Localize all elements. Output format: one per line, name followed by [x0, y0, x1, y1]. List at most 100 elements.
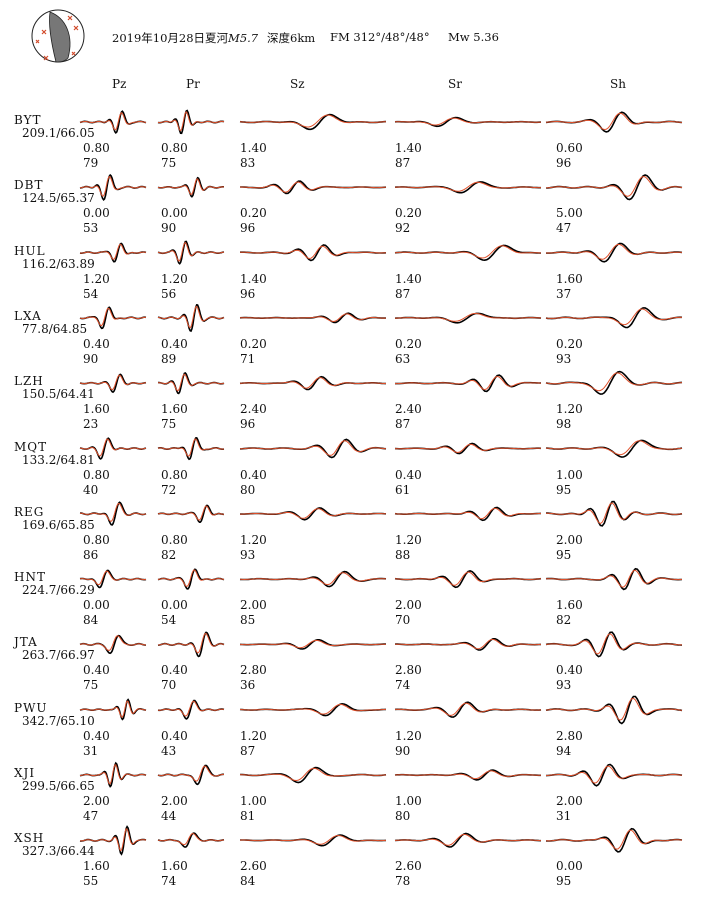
time-shift-jta-sr: 2.80: [395, 663, 422, 678]
correlation-lzh-pz: 23: [83, 417, 99, 432]
synthetic-waveform-lxa-pz: [79, 307, 147, 326]
correlation-dbt-sz: 96: [240, 221, 256, 236]
synthetic-waveform-xsh-sr: [394, 833, 542, 846]
synthetic-waveform-xsh-sh: [545, 829, 683, 850]
time-shift-byt-pz: 0.80: [83, 141, 110, 155]
correlation-xsh-sz: 84: [240, 874, 256, 889]
correlation-reg-pz: 86: [83, 547, 99, 562]
correlation-byt-pz: 79: [83, 156, 99, 170]
station-distance-azimuth-xsh: 327.3/66.44: [22, 844, 95, 859]
correlation-reg-sr: 88: [395, 547, 411, 562]
synthetic-waveform-lzh-sh: [545, 372, 683, 392]
station-name-lxa: LXA: [14, 308, 42, 323]
moment-magnitude-label: Mw 5.36: [448, 30, 499, 44]
time-shift-xji-sz: 1.00: [240, 794, 267, 808]
time-shift-lxa-pz: 0.40: [83, 336, 110, 351]
synthetic-waveform-mqt-sz: [239, 440, 387, 456]
correlation-hul-sz: 96: [240, 286, 256, 301]
synthetic-waveform-lzh-sr: [394, 375, 542, 391]
station-name-xsh: XSH: [14, 831, 45, 846]
time-shift-pwu-sz: 1.20: [240, 728, 267, 743]
synthetic-waveform-hul-sh: [546, 243, 683, 260]
correlation-mqt-sr: 61: [395, 482, 411, 497]
time-shift-xsh-sr: 2.60: [395, 859, 422, 874]
station-name-xji: XJI: [14, 766, 36, 780]
synthetic-waveform-dbt-sz: [239, 181, 387, 193]
correlation-xji-sr: 80: [395, 809, 411, 823]
time-shift-pwu-pz: 0.40: [83, 728, 110, 743]
time-shift-lzh-pz: 1.60: [83, 402, 110, 417]
time-shift-byt-pr: 0.80: [161, 141, 188, 155]
synthetic-waveform-hnt-sr: [394, 571, 542, 586]
synthetic-waveform-xji-sr: [394, 770, 541, 780]
synthetic-waveform-hnt-sz: [239, 572, 387, 586]
time-shift-lzh-pr: 1.60: [161, 402, 188, 417]
time-shift-dbt-sr: 0.20: [395, 206, 422, 221]
correlation-lxa-sz: 71: [240, 351, 256, 366]
synthetic-waveform-xsh-sz: [239, 834, 387, 845]
time-shift-hnt-pz: 0.00: [83, 598, 110, 613]
synthetic-waveform-xsh-pz: [79, 828, 147, 852]
synthetic-waveform-jta-pr: [158, 632, 225, 654]
synthetic-waveform-pwu-sr: [395, 702, 542, 716]
synthetic-waveform-byt-sz: [239, 114, 387, 128]
time-shift-reg-sr: 1.20: [395, 532, 422, 547]
synthetic-waveform-pwu-sh: [545, 697, 683, 721]
correlation-lzh-sz: 96: [240, 417, 256, 432]
time-shift-lxa-sz: 0.20: [240, 336, 267, 351]
synthetic-waveform-jta-sr: [394, 638, 542, 650]
time-shift-lzh-sz: 2.40: [240, 402, 267, 417]
synthetic-waveform-xji-sz: [239, 767, 387, 782]
station-distance-azimuth-mqt: 133.2/64.81: [22, 452, 95, 467]
station-distance-azimuth-lxa: 77.8/64.85: [22, 321, 88, 336]
synthetic-waveform-lzh-pz: [79, 374, 146, 391]
correlation-xji-pr: 44: [161, 809, 177, 823]
correlation-pwu-sr: 90: [395, 743, 411, 758]
time-shift-jta-pz: 0.40: [83, 663, 110, 678]
time-shift-reg-pz: 0.80: [83, 532, 110, 547]
synthetic-waveform-dbt-sh: [545, 175, 683, 197]
correlation-pwu-pz: 31: [83, 743, 99, 758]
correlation-hnt-pr: 54: [161, 613, 177, 628]
time-shift-jta-sh: 0.40: [556, 663, 583, 678]
station-distance-azimuth-byt: 209.1/66.05: [22, 126, 95, 140]
station-distance-azimuth-lzh: 150.5/64.41: [22, 387, 95, 402]
time-shift-reg-sh: 2.00: [556, 532, 583, 547]
time-shift-mqt-sz: 0.40: [240, 467, 267, 482]
synthetic-waveform-jta-sh: [545, 633, 682, 655]
correlation-lxa-sh: 93: [556, 351, 572, 366]
correlation-hnt-sh: 82: [556, 613, 572, 628]
time-shift-lxa-sh: 0.20: [556, 336, 583, 351]
correlation-mqt-pr: 72: [161, 482, 177, 497]
station-name-dbt: DBT: [14, 178, 44, 193]
time-shift-jta-pr: 0.40: [161, 663, 188, 678]
time-shift-lxa-pr: 0.40: [161, 336, 188, 351]
time-shift-reg-pr: 0.80: [161, 532, 188, 547]
synthetic-waveform-byt-pz: [79, 112, 147, 131]
correlation-reg-pr: 82: [161, 547, 177, 562]
time-shift-dbt-pz: 0.00: [83, 206, 110, 221]
correlation-byt-sz: 83: [240, 156, 256, 170]
correlation-lxa-pr: 89: [161, 351, 177, 366]
time-shift-hnt-sh: 1.60: [556, 598, 583, 613]
correlation-byt-sh: 96: [556, 156, 572, 170]
station-name-jta: JTA: [14, 635, 38, 650]
synthetic-waveform-lxa-pr: [157, 305, 225, 329]
correlation-hul-pr: 56: [161, 286, 177, 301]
synthetic-waveform-hul-pr: [157, 241, 225, 262]
column-header-pz: Pz: [112, 77, 127, 91]
correlation-lxa-sr: 63: [395, 351, 411, 366]
synthetic-waveform-hnt-sh: [545, 569, 683, 588]
correlation-mqt-pz: 40: [83, 482, 99, 497]
column-header-sz: Sz: [290, 77, 305, 91]
time-shift-hul-sh: 1.60: [556, 271, 583, 286]
time-shift-dbt-sz: 0.20: [240, 206, 267, 221]
correlation-xsh-sh: 95: [556, 874, 572, 889]
correlation-hnt-sr: 70: [395, 613, 411, 628]
time-shift-lxa-sr: 0.20: [395, 336, 422, 351]
station-name-byt: BYT: [14, 113, 42, 127]
correlation-reg-sh: 95: [556, 547, 572, 562]
station-distance-azimuth-xji: 299.5/66.65: [22, 779, 95, 793]
correlation-xsh-pr: 74: [161, 874, 177, 889]
time-shift-xsh-sh: 0.00: [556, 859, 583, 874]
